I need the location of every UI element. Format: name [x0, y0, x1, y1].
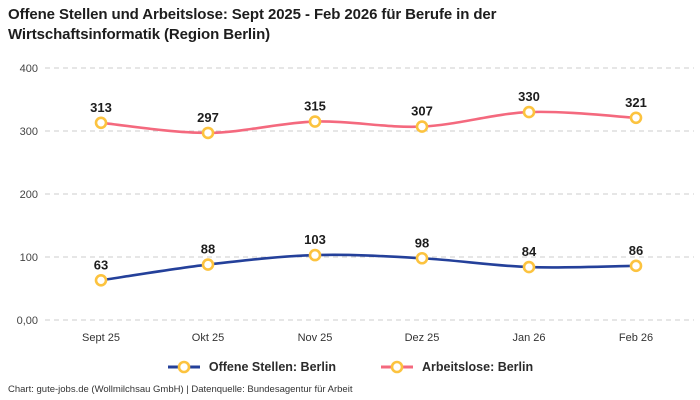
y-axis-tick-label: 300	[20, 126, 38, 138]
data-point-marker[interactable]	[415, 251, 429, 265]
legend-label-arbeitslose: Arbeitslose: Berlin	[421, 360, 534, 374]
chart-legend: Offene Stellen: Berlin Arbeitslose: Berl…	[0, 356, 700, 378]
data-point-marker[interactable]	[201, 258, 215, 271]
x-axis-tick-label: Okt 25	[192, 332, 224, 344]
x-axis-tick-label: Feb 26	[619, 332, 653, 344]
chart-source-attribution: Chart: gute-jobs.de (Wollmilchsau GmbH) …	[8, 384, 353, 395]
data-point-label: 86	[629, 243, 643, 258]
legend-item-arbeitslose[interactable]: Arbeitslose: Berlin	[380, 360, 533, 374]
x-axis-tick-label: Jan 26	[512, 332, 545, 344]
legend-label-offene-stellen: Offene Stellen: Berlin	[208, 360, 336, 374]
data-point-label: 330	[518, 89, 540, 104]
legend-swatch-arbeitslose-icon	[380, 360, 413, 374]
data-point-label: 307	[411, 104, 433, 119]
data-point-marker[interactable]	[94, 116, 108, 130]
data-point-label: 313	[90, 100, 112, 115]
y-axis-tick-label: 400	[20, 63, 38, 75]
legend-swatch-offene-stellen-icon	[167, 360, 200, 374]
data-point-label: 98	[415, 235, 429, 250]
series-line-offene-stellen	[100, 253, 637, 282]
y-axis-tick-label: 100	[20, 252, 38, 264]
chart-title: Offene Stellen und Arbeitslose: Sept 202…	[8, 6, 497, 43]
data-point-label: 84	[522, 244, 537, 259]
data-point-marker[interactable]	[94, 274, 108, 287]
y-axis-tick-label: 200	[20, 189, 38, 201]
legend-item-offene-stellen[interactable]: Offene Stellen: Berlin	[167, 360, 336, 374]
chart-plot-area: 0,00 100 200 300 400 Sept 25 Okt 25 Nov 25 Dez 2…	[17, 63, 694, 344]
data-point-label: 297	[197, 110, 219, 125]
series-line-arbeitslose	[100, 110, 637, 135]
data-point-label: 321	[625, 95, 647, 110]
x-axis-tick-label: Nov 25	[298, 332, 333, 344]
data-point-marker[interactable]	[308, 115, 322, 128]
x-axis-tick-label: Dez 25	[405, 332, 440, 344]
data-point-marker[interactable]	[629, 111, 643, 125]
y-axis-tick-label: 0,00	[17, 315, 38, 327]
x-axis-tick-label: Sept 25	[82, 332, 120, 344]
data-point-marker[interactable]	[415, 120, 429, 133]
data-point-marker[interactable]	[522, 105, 536, 119]
data-point-label: 88	[201, 242, 215, 257]
data-point-marker[interactable]	[308, 248, 322, 262]
data-point-label: 315	[304, 99, 326, 114]
data-point-marker[interactable]	[201, 126, 215, 140]
data-point-label: 103	[304, 232, 326, 247]
data-point-marker[interactable]	[629, 259, 643, 273]
data-point-marker[interactable]	[522, 260, 536, 274]
data-point-label: 63	[94, 257, 108, 272]
